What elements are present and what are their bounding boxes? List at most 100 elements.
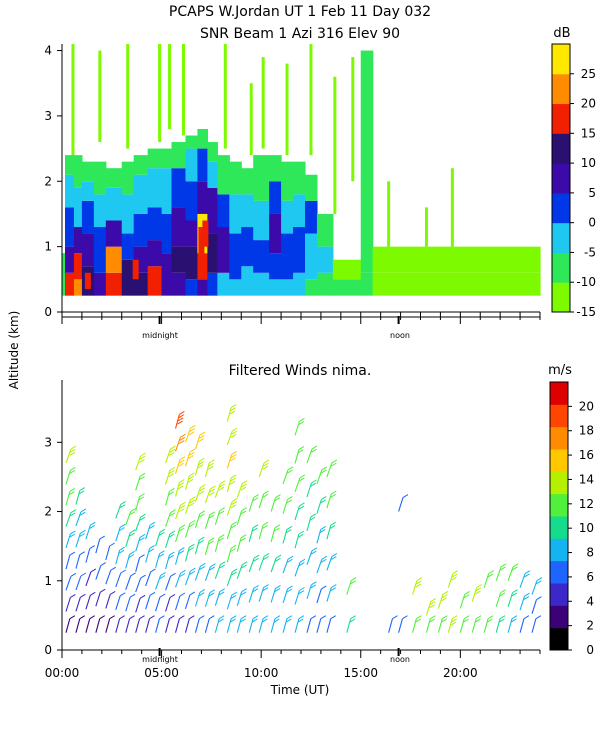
wind-barb-25-4 bbox=[326, 493, 332, 509]
wind-barb-flag-11-2-0 bbox=[180, 569, 186, 574]
wind-barb-0-7 bbox=[65, 470, 71, 485]
wind-barb-3-2 bbox=[95, 565, 102, 580]
wind-barb-flag-11-2-1 bbox=[179, 573, 186, 577]
winds-colorbar-unit: m/s bbox=[548, 363, 572, 378]
snr-colorbar-label: 20 bbox=[581, 97, 596, 111]
wind-barb-flag-14-1-0 bbox=[209, 589, 216, 594]
snr-cell-11-1 bbox=[185, 246, 199, 280]
snr-cell-20-1 bbox=[293, 227, 306, 273]
wind-barb-37-0 bbox=[507, 618, 513, 633]
wind-barb-7-5 bbox=[135, 516, 142, 532]
wind-barb-25-2 bbox=[326, 556, 333, 571]
snr-cell-10-4 bbox=[171, 142, 187, 169]
wind-barb-flag-11-5-2 bbox=[179, 508, 185, 513]
wind-barb-flag-1-5-0 bbox=[80, 508, 87, 513]
wind-barb-21-5 bbox=[282, 469, 289, 485]
wind-barb-16-8 bbox=[226, 430, 233, 446]
wind-barb-12-1 bbox=[184, 594, 191, 610]
wind-barb-flag-9-1-0 bbox=[159, 593, 166, 598]
wind-barb-flag-18-1-1 bbox=[252, 588, 259, 593]
wind-barb-flag-16-2-0 bbox=[232, 568, 238, 573]
snr-strong-echo-2 bbox=[198, 227, 205, 260]
wind-barb-flag-6-3-1 bbox=[128, 554, 135, 558]
wind-barb-flag-19-2-0 bbox=[263, 552, 270, 557]
wind-barb-flag-8-3-1 bbox=[148, 548, 155, 553]
wind-barb-flag-11-5-1 bbox=[179, 505, 186, 509]
snr-cell-5-3 bbox=[105, 187, 123, 221]
wind-barb-38-0 bbox=[519, 618, 525, 633]
wind-barb-flag-8-2-0 bbox=[150, 568, 156, 573]
snr-streak-2 bbox=[126, 44, 130, 149]
wind-barb-flag-10-0-0 bbox=[169, 615, 175, 620]
wind-barb-flag-1-3-0 bbox=[79, 551, 86, 556]
wind-barb-flag-33-0-0 bbox=[463, 615, 470, 620]
wind-barb-flag-35-0-0 bbox=[487, 615, 494, 620]
wind-barb-flag-0-7-1 bbox=[69, 470, 76, 474]
wind-barb-flag-21-0-1 bbox=[286, 618, 292, 623]
wind-barb-0-5 bbox=[65, 512, 72, 527]
wind-barb-22-7 bbox=[294, 421, 300, 436]
wind-barb-flag-1-4-1 bbox=[79, 533, 85, 537]
winds-x-tick-label: 00:00 bbox=[45, 666, 80, 680]
snr-cell-5-4 bbox=[105, 168, 123, 188]
wind-barb-22-3 bbox=[294, 533, 300, 549]
wind-barb-flag-22-3-0 bbox=[298, 530, 305, 535]
wind-barb-10-4 bbox=[165, 533, 171, 549]
wind-barb-flag-19-5-0 bbox=[263, 459, 270, 464]
wind-barb-flag-26-1-1 bbox=[350, 580, 356, 585]
wind-barb-18-3 bbox=[248, 527, 254, 542]
wind-barb-flag-14-0-0 bbox=[208, 615, 215, 620]
wind-barb-flag-12-5-1 bbox=[189, 499, 196, 504]
wind-barb-flag-20-1-1 bbox=[274, 588, 281, 593]
wind-barb-flag-7-7-0 bbox=[139, 472, 146, 477]
winds-colorbar-swatch-3 bbox=[550, 560, 568, 584]
wind-barb-flag-38-2-0 bbox=[524, 570, 531, 575]
snr-cell-17-1 bbox=[253, 240, 270, 273]
snr-colorbar-unit: dB bbox=[553, 26, 570, 41]
wind-barb-flag-17-4-0 bbox=[241, 507, 247, 512]
snr-cell-18-0 bbox=[269, 279, 282, 296]
wind-barb-0-2 bbox=[65, 576, 72, 591]
wind-barb-flag-22-5-0 bbox=[299, 474, 306, 479]
wind-barb-flag-10-1-0 bbox=[169, 594, 176, 598]
snr-streak-6 bbox=[223, 44, 227, 149]
wind-barb-flag-17-5-0 bbox=[241, 480, 248, 485]
wind-barb-14-2 bbox=[204, 566, 211, 581]
wind-barb-flag-0-6-1 bbox=[68, 491, 75, 496]
snr-cell-19-2 bbox=[281, 200, 294, 234]
wind-barb-11-5 bbox=[175, 505, 181, 520]
wind-barb-26-1 bbox=[346, 580, 352, 595]
winds-colorbar-label: 12 bbox=[579, 497, 594, 511]
snr-cell-25-0 bbox=[372, 272, 541, 296]
wind-barb-flag-12-6-0 bbox=[189, 472, 195, 477]
wind-barb-23-0 bbox=[306, 618, 312, 633]
wind-barb-flag-10-6-0 bbox=[169, 488, 175, 492]
wind-barb-19-3 bbox=[258, 525, 264, 540]
wind-barb-flag-4-1-0 bbox=[109, 591, 116, 595]
wind-barb-flag-13-7-1 bbox=[198, 435, 205, 439]
snr-cell-10-0 bbox=[171, 272, 187, 296]
wind-barb-21-1 bbox=[282, 588, 288, 604]
wind-barb-39-0 bbox=[531, 618, 537, 633]
wind-barb-18-0 bbox=[248, 618, 254, 633]
wind-barb-flag-15-0-1 bbox=[218, 618, 224, 623]
wind-barb-21-4 bbox=[282, 499, 288, 514]
wind-barb-flag-12-8-0 bbox=[190, 424, 196, 429]
wind-barb-8-2 bbox=[145, 571, 152, 587]
wind-barb-flag-39-1-0 bbox=[536, 596, 542, 601]
wind-barb-flag-17-3-1 bbox=[240, 537, 246, 542]
snr-cell-18-4 bbox=[269, 155, 282, 182]
wind-barb-flag-22-3-1 bbox=[298, 533, 304, 538]
wind-barb-flag-22-2-0 bbox=[299, 558, 306, 563]
snr-cell-22-0 bbox=[316, 272, 334, 296]
wind-barb-flag-7-1-0 bbox=[139, 594, 146, 599]
snr-cell-9-2 bbox=[161, 168, 173, 214]
wind-barb-0-3 bbox=[65, 554, 71, 570]
wind-barb-flag-10-7-1 bbox=[169, 470, 175, 474]
wind-barb-14-3 bbox=[204, 540, 210, 555]
snr-cell-21-3 bbox=[304, 174, 318, 201]
wind-barb-flag-36-1-1 bbox=[499, 592, 506, 597]
wind-barb-flag-36-2-1 bbox=[500, 566, 506, 571]
winds-colorbar-swatch-6 bbox=[550, 493, 568, 517]
wind-barb-9-0 bbox=[155, 618, 160, 633]
